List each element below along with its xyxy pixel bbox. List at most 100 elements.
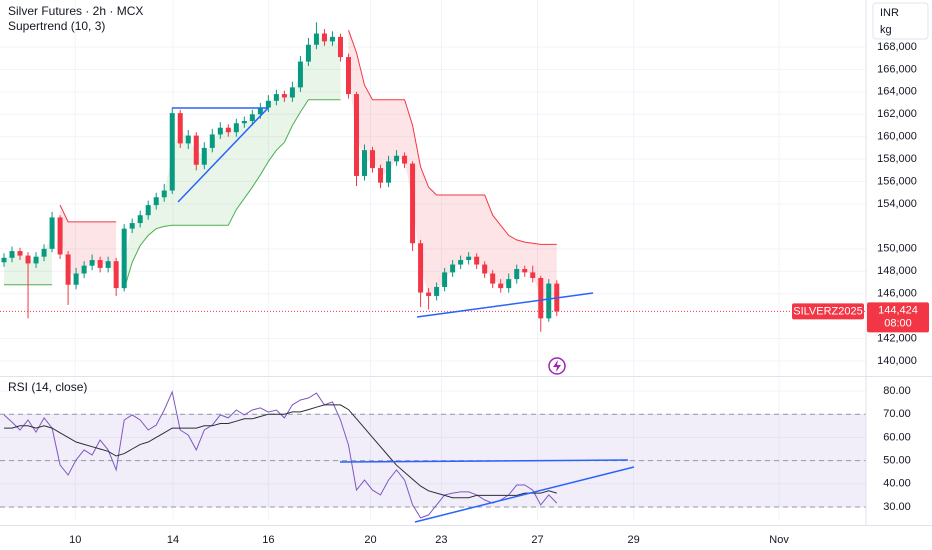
y-tick-label: 168,000 — [877, 41, 917, 53]
candle-body — [345, 57, 351, 95]
candle-body — [169, 113, 175, 191]
supertrend-fill — [476, 195, 485, 270]
candle-body — [329, 36, 335, 42]
candle-body — [73, 273, 79, 285]
y-tick-label: 140,000 — [877, 355, 917, 367]
supertrend-fill — [444, 195, 453, 280]
x-tick-label: 20 — [364, 534, 376, 546]
trend-line — [414, 466, 635, 523]
supertrend-fill — [484, 195, 493, 279]
candle-body — [450, 264, 456, 273]
candle-body — [9, 251, 15, 258]
last-time-label: 08:00 — [884, 317, 912, 329]
candle-body — [241, 121, 247, 124]
x-tick-label: 14 — [167, 534, 179, 546]
supertrend-fill — [260, 104, 269, 175]
alert-circle — [548, 357, 566, 375]
candle-body — [418, 243, 424, 293]
candle-body — [434, 286, 440, 296]
candle-body — [17, 251, 23, 256]
chart-title: Silver Futures · 2h · MCX — [8, 4, 143, 18]
y-tick-label: 166,000 — [877, 63, 917, 75]
currency: INR — [880, 7, 899, 19]
candle-body — [426, 292, 432, 296]
supertrend-fill — [220, 129, 229, 226]
supertrend-fill — [380, 99, 389, 176]
rsi-title: RSI (14, close) — [8, 380, 87, 394]
candle-body — [506, 279, 512, 289]
last-price-label: 144,424 — [878, 304, 918, 316]
candle-body — [514, 269, 520, 280]
supertrend-fill — [12, 253, 21, 285]
candle-body — [353, 94, 359, 176]
rsi-line — [4, 404, 557, 499]
supertrend-fill — [500, 225, 509, 286]
y-tick-label: 162,000 — [877, 108, 917, 120]
alert-icon[interactable] — [548, 357, 566, 375]
y-tick-label: 160,000 — [877, 131, 917, 143]
candle-body — [33, 256, 39, 264]
candle-body — [249, 114, 255, 122]
candle-body — [89, 260, 95, 266]
candle-body — [530, 272, 536, 278]
candle-body — [370, 150, 376, 169]
candle-body — [289, 87, 295, 98]
candle-body — [217, 127, 223, 135]
supertrend-fill — [300, 53, 309, 113]
candle-body — [442, 272, 448, 287]
x-tick-label: 16 — [262, 534, 274, 546]
candle-body — [41, 248, 47, 257]
supertrend-fill — [252, 110, 261, 188]
supertrend-fill — [268, 97, 277, 162]
y-tick-label: 60.00 — [883, 431, 911, 443]
y-tick-label: 148,000 — [877, 265, 917, 277]
candle-body — [313, 33, 319, 45]
x-tick-label: Nov — [769, 534, 789, 546]
trend-line — [416, 292, 594, 318]
y-tick-label: 154,000 — [877, 198, 917, 210]
supertrend-fill — [436, 195, 445, 292]
candle-body — [538, 277, 544, 319]
plot — [0, 22, 866, 519]
y-tick-label: 70.00 — [883, 408, 911, 420]
candle-body — [105, 261, 111, 268]
y-tick-label: 158,000 — [877, 153, 917, 165]
symbol-tag — [792, 303, 864, 320]
supertrend-fill — [396, 99, 405, 160]
y-tick-label: 142,000 — [877, 332, 917, 344]
y-tick-label: 146,000 — [877, 288, 917, 300]
y-tick-label: 164,000 — [877, 86, 917, 98]
unit-box[interactable] — [872, 2, 929, 40]
supertrend-fill — [92, 221, 101, 264]
supertrend-line — [59, 30, 557, 245]
candle-body — [410, 163, 416, 244]
candle-body — [273, 94, 279, 101]
candle-body — [265, 100, 271, 108]
candle-body — [65, 254, 71, 285]
candle-body — [466, 256, 472, 261]
candle-body — [474, 256, 480, 265]
candle-body — [498, 283, 504, 289]
y-tick-label: 150,000 — [877, 243, 917, 255]
candle-body — [546, 283, 552, 319]
candle-body — [257, 107, 263, 115]
candle-body — [337, 36, 343, 58]
supertrend-fill — [516, 239, 525, 275]
x-tick-label: 29 — [628, 534, 640, 546]
indicator-title: Supertrend (10, 3) — [8, 19, 105, 33]
supertrend-fill — [412, 125, 421, 268]
candle-body — [113, 261, 119, 289]
supertrend-fill — [100, 221, 109, 265]
candle-body — [362, 150, 368, 176]
supertrend-fill — [212, 131, 221, 226]
candle-body — [321, 33, 327, 42]
candle-body — [193, 135, 199, 165]
labels: 10 14 16 20 23 27 29 Nov 168,000 166,000 164,000 16… — [69, 41, 929, 546]
supertrend-fill — [284, 92, 293, 143]
candle-body — [378, 168, 384, 183]
supertrend-fill — [460, 195, 469, 263]
supertrend-fill — [388, 99, 397, 173]
x-tick-label: 27 — [531, 534, 543, 546]
candle-body — [522, 269, 528, 273]
